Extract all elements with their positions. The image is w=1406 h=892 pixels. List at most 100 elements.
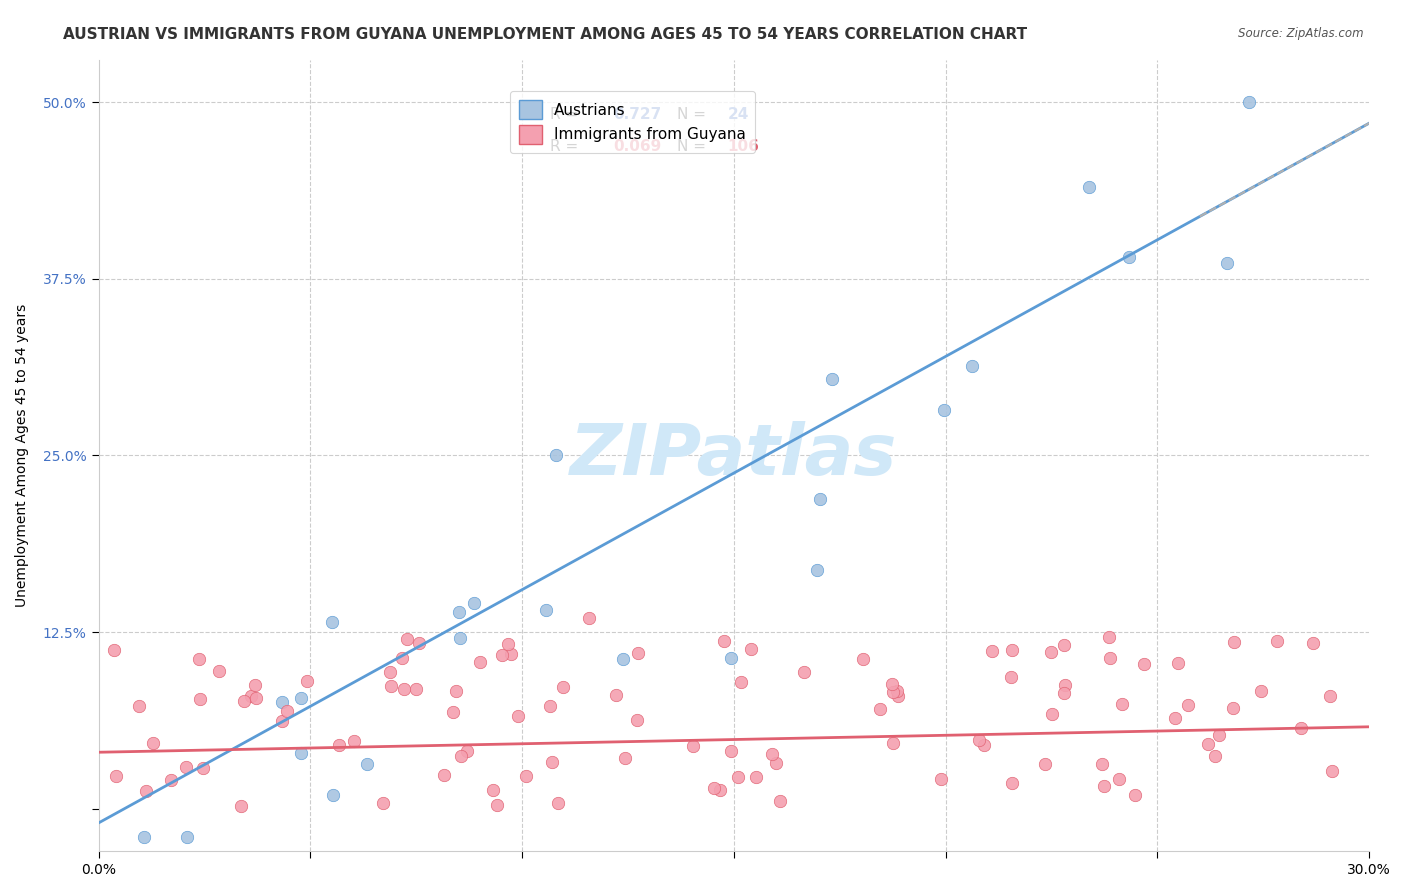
Point (1208, 728, 1230, 742)
Point (1111, 697, 1133, 711)
Point (761, 747, 783, 762)
Point (378, 665, 401, 679)
Text: AUSTRIAN VS IMMIGRANTS FROM GUYANA UNEMPLOYMENT AMONG AGES 45 TO 54 YEARS CORREL: AUSTRIAN VS IMMIGRANTS FROM GUYANA UNEMP… (63, 27, 1028, 42)
Point (852, 652, 875, 666)
Point (720, 744, 742, 758)
Point (290, 690, 312, 705)
Point (176, 830, 198, 844)
Point (1204, 749, 1226, 764)
Point (713, 634, 735, 648)
Point (343, 734, 366, 748)
Point (187, 652, 209, 666)
Point (934, 403, 956, 417)
Point (322, 788, 344, 802)
Point (1167, 656, 1189, 670)
Point (290, 747, 312, 761)
Point (1098, 630, 1121, 644)
Point (929, 772, 952, 787)
Point (887, 689, 910, 703)
Legend: Austrians, Immigrants from Guyana: Austrians, Immigrants from Guyana (509, 91, 755, 153)
Point (682, 739, 704, 753)
Point (821, 372, 844, 386)
Point (1040, 707, 1063, 722)
Text: 24: 24 (727, 107, 749, 122)
Point (450, 749, 472, 764)
Point (869, 702, 891, 716)
Point (433, 768, 456, 782)
Point (1164, 711, 1187, 725)
Point (962, 359, 984, 373)
Text: N =: N = (676, 138, 710, 153)
Point (886, 684, 908, 698)
Text: Source: ZipAtlas.com: Source: ZipAtlas.com (1239, 27, 1364, 40)
Point (103, 642, 125, 657)
Point (553, 681, 575, 695)
Point (408, 635, 430, 649)
Point (536, 603, 558, 617)
Text: 0.069: 0.069 (613, 138, 661, 153)
Point (612, 652, 634, 666)
Point (499, 647, 522, 661)
Point (191, 761, 214, 775)
Point (1216, 256, 1239, 270)
Point (1033, 757, 1056, 772)
Point (1265, 634, 1288, 648)
Point (188, 691, 211, 706)
Point (882, 735, 904, 749)
Y-axis label: Unemployment Among Ages 45 to 54 years: Unemployment Among Ages 45 to 54 years (15, 304, 30, 607)
Point (135, 784, 157, 798)
Point (973, 738, 995, 752)
Point (482, 783, 505, 797)
Point (882, 685, 904, 699)
Point (626, 713, 648, 727)
Point (1319, 690, 1341, 704)
Point (744, 770, 766, 784)
Point (1091, 756, 1114, 771)
Point (232, 694, 254, 708)
Point (1118, 251, 1140, 265)
Text: ZIPatlas: ZIPatlas (571, 421, 897, 490)
Point (541, 755, 564, 769)
Text: R =: R = (550, 138, 582, 153)
Point (808, 491, 831, 506)
Point (271, 695, 294, 709)
Point (104, 768, 127, 782)
Point (245, 691, 267, 706)
Point (1001, 776, 1024, 790)
Point (1222, 701, 1244, 715)
Point (496, 637, 519, 651)
Point (160, 772, 183, 787)
Point (614, 750, 637, 764)
Point (405, 682, 427, 697)
Point (441, 705, 464, 719)
Text: 0.727: 0.727 (613, 107, 661, 122)
Point (328, 738, 350, 752)
Point (765, 756, 787, 770)
Point (142, 736, 165, 750)
Point (769, 794, 792, 808)
Point (391, 651, 413, 665)
Point (132, 830, 155, 844)
Point (969, 733, 991, 747)
Point (880, 677, 903, 691)
Point (1320, 764, 1343, 778)
Point (444, 684, 467, 698)
Point (447, 605, 470, 619)
Point (1132, 657, 1154, 672)
Point (229, 799, 252, 814)
Point (1078, 179, 1101, 194)
Point (463, 596, 485, 610)
Point (730, 675, 752, 690)
Point (740, 642, 762, 657)
Point (491, 648, 513, 662)
Point (793, 665, 815, 679)
Point (470, 655, 492, 669)
Point (1040, 645, 1063, 659)
Point (394, 681, 416, 696)
Text: R =: R = (550, 107, 582, 122)
Point (709, 783, 731, 797)
Point (578, 611, 600, 625)
Point (1001, 643, 1024, 657)
Point (1197, 737, 1219, 751)
Point (703, 781, 725, 796)
